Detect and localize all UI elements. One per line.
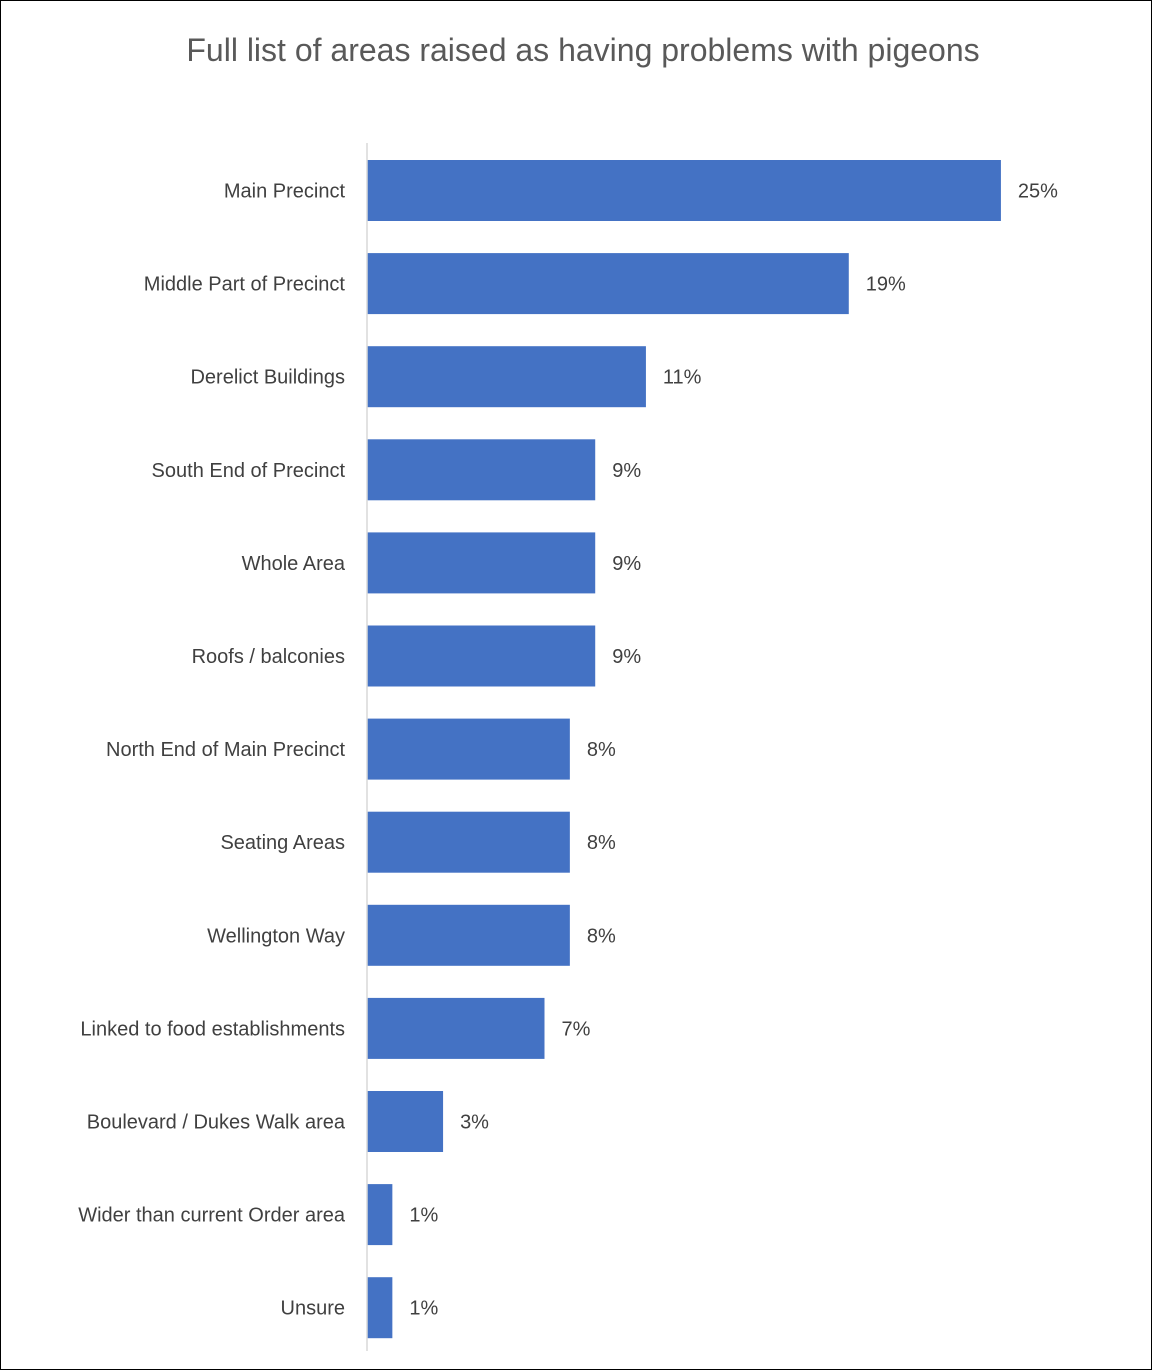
data-label-5: 9% (612, 646, 641, 668)
bar-3 (367, 439, 596, 501)
data-label-2: 11% (663, 367, 702, 389)
data-label-10: 3% (460, 1112, 489, 1134)
data-label-11: 1% (409, 1205, 438, 1227)
data-label-0: 25% (1018, 181, 1058, 203)
category-label-3: South End of Precinct (152, 460, 346, 482)
category-label-4: Whole Area (242, 553, 346, 575)
bar-8 (367, 904, 570, 966)
bar-5 (367, 625, 596, 687)
data-label-6: 8% (587, 739, 616, 761)
bar-10 (367, 1091, 444, 1152)
bar-0 (367, 160, 1001, 221)
data-label-7: 8% (587, 832, 616, 854)
bar-9 (367, 997, 545, 1059)
data-label-12: 1% (409, 1298, 438, 1320)
bar-12 (367, 1277, 393, 1339)
data-label-8: 8% (587, 925, 616, 947)
bar-11 (367, 1184, 393, 1246)
data-label-4: 9% (612, 553, 641, 575)
bar-2 (367, 346, 646, 408)
bar-6 (367, 718, 570, 780)
category-label-5: Roofs / balconies (192, 646, 345, 668)
bar-4 (367, 532, 596, 594)
bar-7 (367, 811, 570, 873)
category-label-0: Main Precinct (224, 181, 346, 203)
category-label-10: Boulevard / Dukes Walk area (87, 1112, 346, 1134)
data-label-3: 9% (612, 460, 641, 482)
category-label-9: Linked to food establishments (80, 1018, 345, 1040)
data-label-1: 19% (866, 274, 906, 296)
chart-title: Full list of areas raised as having prob… (186, 32, 980, 68)
category-label-7: Seating Areas (220, 832, 345, 854)
category-label-1: Middle Part of Precinct (144, 274, 346, 296)
category-label-12: Unsure (281, 1298, 345, 1320)
category-label-6: North End of Main Precinct (106, 739, 345, 761)
category-label-2: Derelict Buildings (190, 367, 345, 389)
bar-1 (367, 253, 849, 315)
category-label-11: Wider than current Order area (78, 1205, 346, 1227)
category-label-8: Wellington Way (207, 925, 345, 947)
data-label-9: 7% (562, 1018, 591, 1040)
